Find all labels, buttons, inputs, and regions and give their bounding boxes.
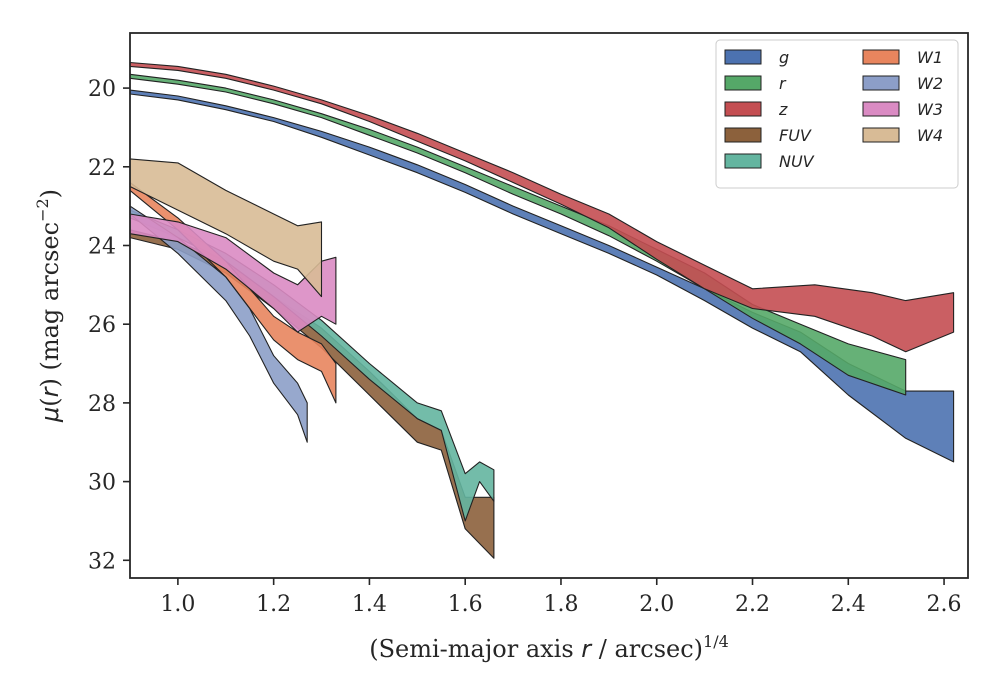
band-z <box>129 61 955 353</box>
legend-swatch-g <box>724 49 762 65</box>
legend-label-w1: W1 <box>917 48 943 67</box>
y-tick-label: 22 <box>88 156 116 181</box>
band-r <box>129 73 907 396</box>
x-tick-label: 1.6 <box>448 592 483 617</box>
y-tick-label: 20 <box>88 77 116 102</box>
x-tick-label: 1.4 <box>352 592 387 617</box>
x-tick-label: 2.4 <box>831 592 866 617</box>
legend: grz FUV NUV W1 W2 W3 W4 <box>715 39 959 189</box>
y-tick-label: 24 <box>88 234 116 259</box>
y-tick-label: 30 <box>88 471 116 496</box>
x-tick-label: 2.2 <box>735 592 770 617</box>
x-tick-label: 2.6 <box>927 592 962 617</box>
legend-swatch-z <box>724 101 762 117</box>
legend-swatch-w3 <box>862 101 900 117</box>
x-tick-label: 1.2 <box>256 592 291 617</box>
legend-swatch-r <box>724 75 762 91</box>
legend-label-w4: W4 <box>917 126 943 145</box>
y-tick-label: 32 <box>88 549 116 574</box>
y-tick-label: 26 <box>88 313 116 338</box>
legend-label-nuv: NUV <box>779 152 815 171</box>
x-tick-label: 1.0 <box>160 592 195 617</box>
band-g <box>129 89 955 463</box>
y-axis-title: μ(r) (mag arcsec−2) <box>33 189 64 423</box>
series-layer <box>129 61 955 559</box>
x-tick-label: 2.0 <box>639 592 674 617</box>
band-w3 <box>129 213 337 333</box>
y-tick-label: 28 <box>88 392 116 417</box>
legend-swatch-w4 <box>862 127 900 143</box>
legend-swatch-w1 <box>862 49 900 65</box>
legend-swatch-w2 <box>862 75 900 91</box>
legend-label-z: z <box>778 100 788 119</box>
legend-label-w2: W2 <box>917 74 943 93</box>
legend-swatch-fuv <box>724 127 762 143</box>
legend-label-fuv: FUV <box>779 126 812 145</box>
x-axis: 1.0 1.2 1.4 1.6 1.8 2.0 2.2 2.4 2.6 <box>160 578 962 617</box>
y-axis: 20 22 24 26 28 30 32 <box>88 77 130 574</box>
x-tick-label: 1.8 <box>543 592 578 617</box>
legend-label-g: g <box>779 48 789 67</box>
legend-swatch-nuv <box>724 153 762 169</box>
band-w4 <box>129 158 323 298</box>
legend-label-w3: W3 <box>917 100 943 119</box>
plot-frame <box>129 32 969 579</box>
x-axis-title: (Semi-major axis r / arcsec)1/4 <box>369 632 729 663</box>
legend-label-r: r <box>779 74 787 93</box>
band-w2 <box>129 205 308 443</box>
